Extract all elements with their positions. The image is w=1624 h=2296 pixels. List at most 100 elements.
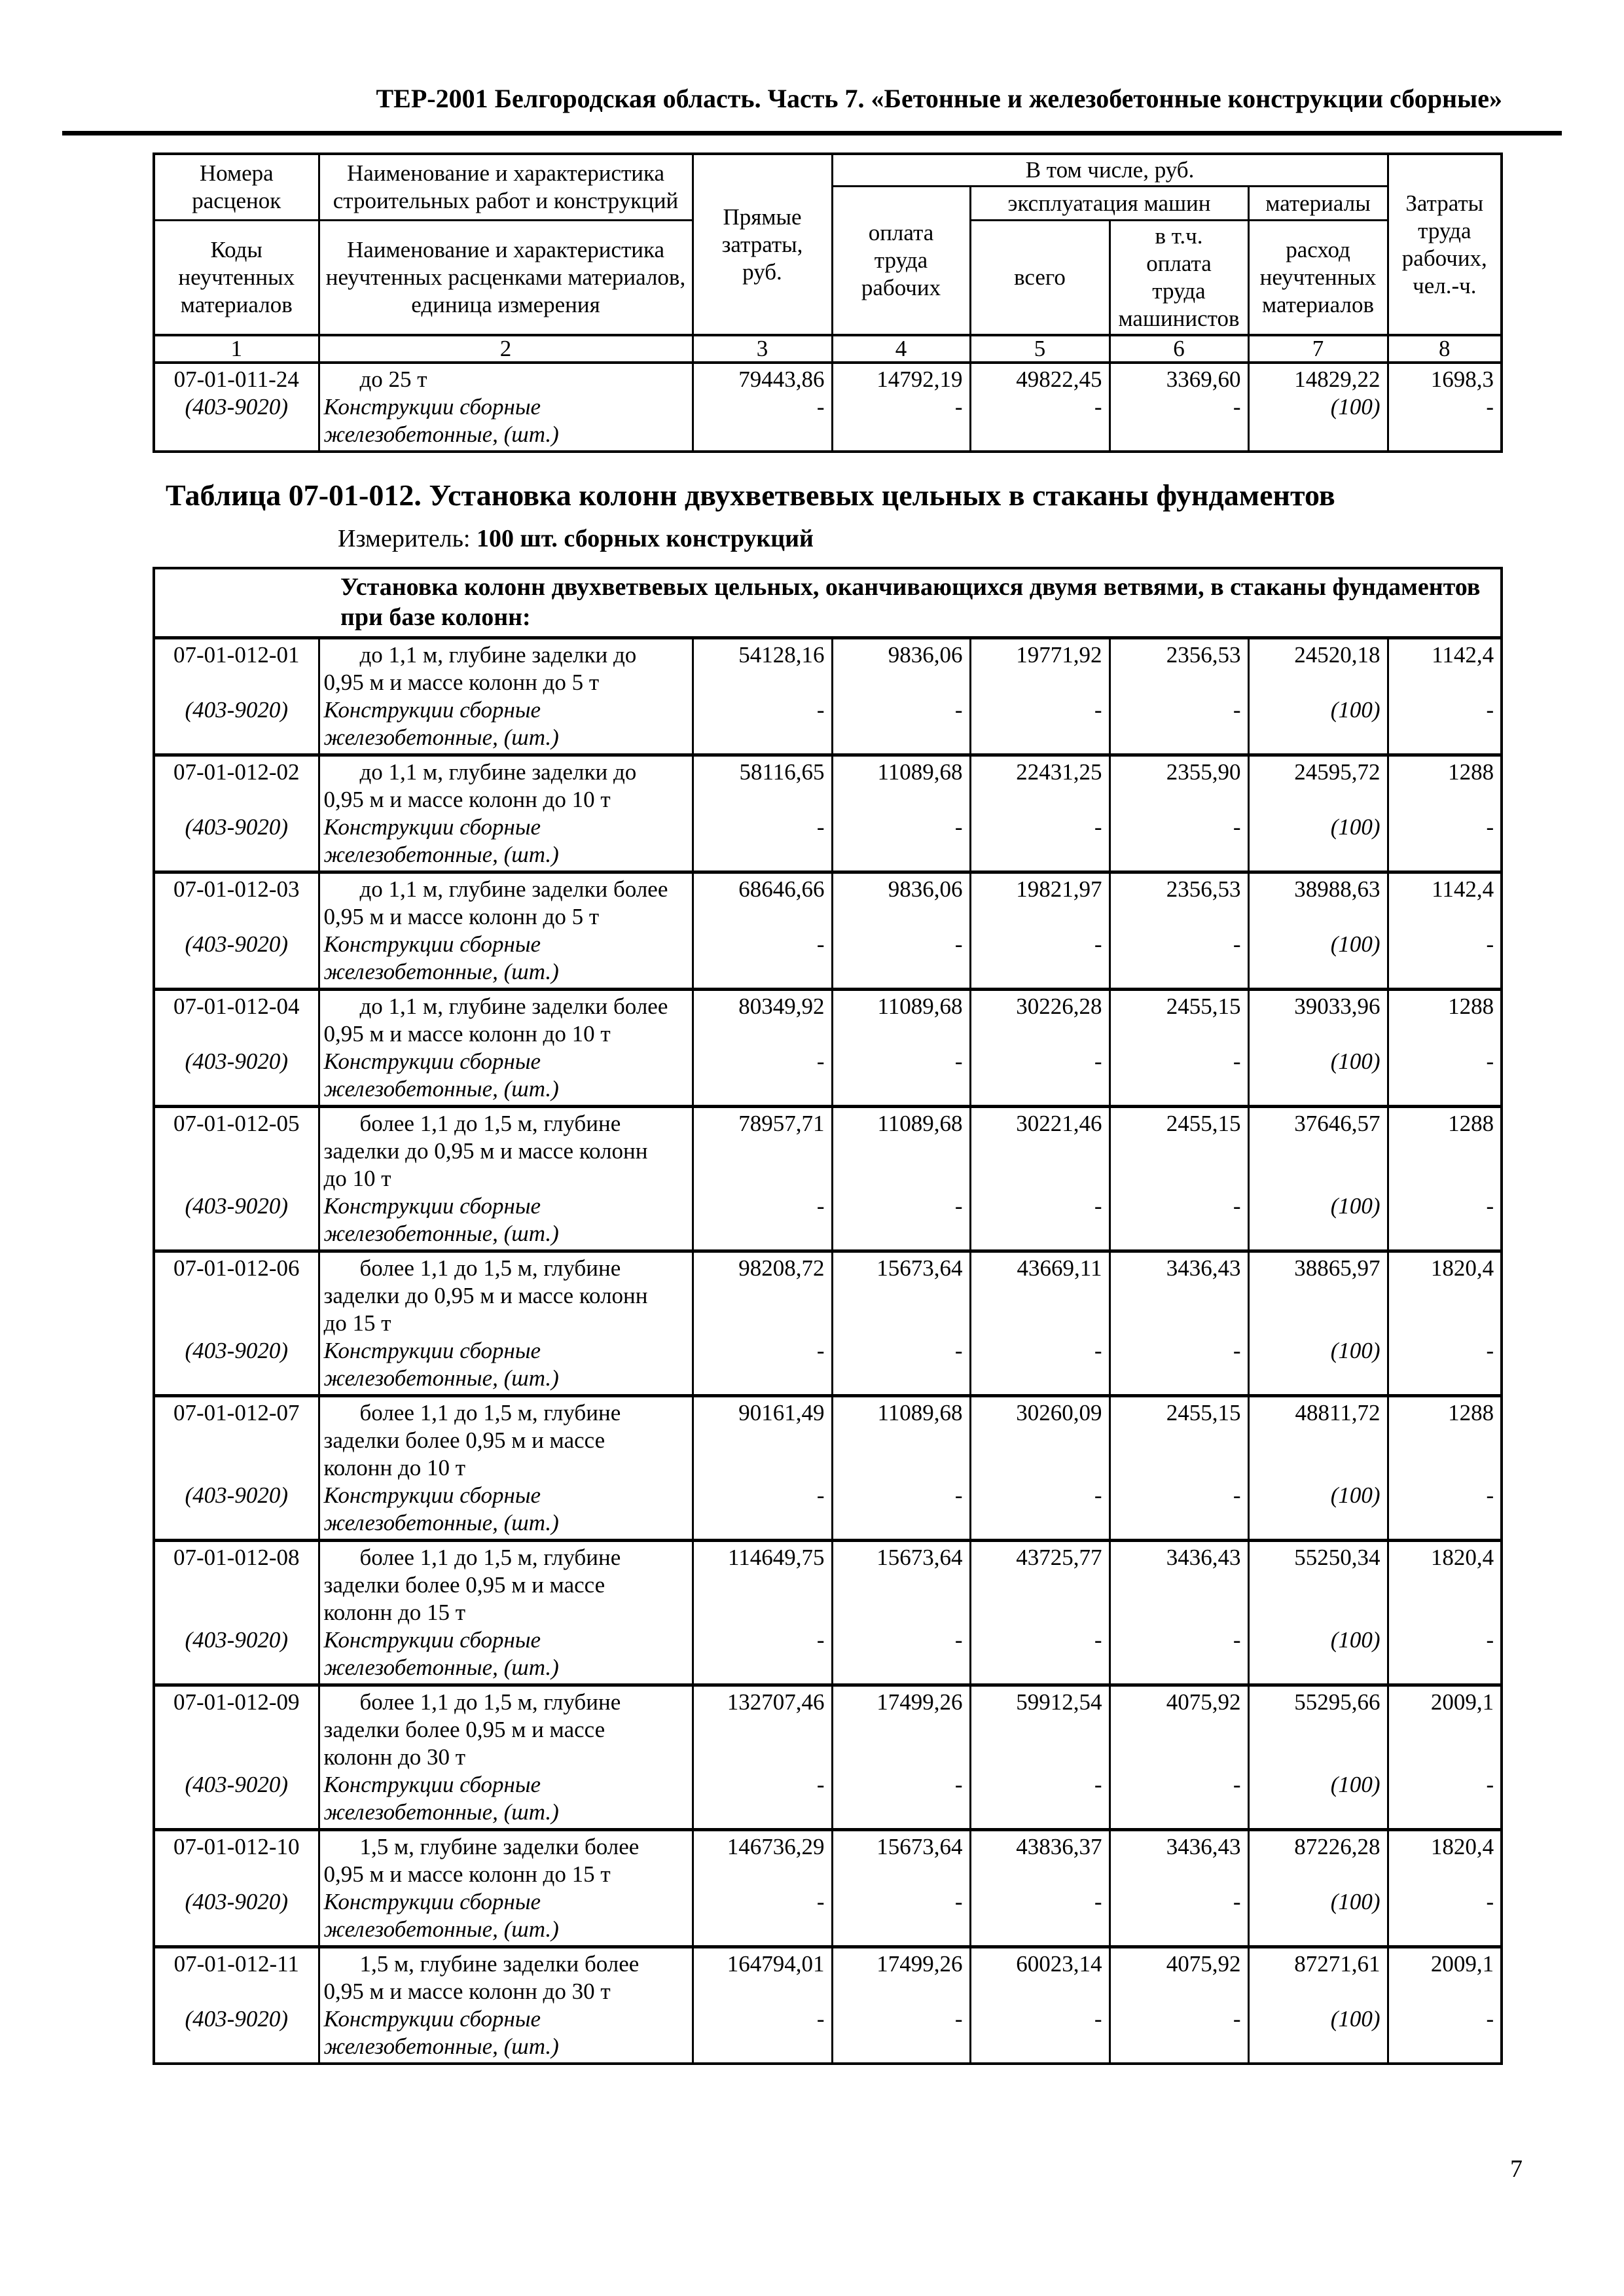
labor-costs-cell: 1820,4 -	[1386, 1828, 1503, 1948]
machines-total-cell: 43725,77 -	[969, 1539, 1111, 1686]
page-content: Номера расценок Наименование и характери…	[153, 152, 1504, 2065]
header-divider-rule	[62, 131, 1562, 135]
labor-costs-cell-material-value: -	[1486, 1338, 1494, 1363]
labor-costs-cell-value: 1288	[1448, 994, 1494, 1019]
description-cell-value: до 1,1 м, глубине заделки до 0,95 м и ма…	[323, 759, 637, 812]
rate-code-cell: 07-01-012-02 (403-9020)	[153, 753, 320, 873]
machines-total-cell: 19771,92 -	[969, 636, 1111, 756]
direct-costs-cell: 146736,29 -	[691, 1828, 833, 1948]
machinists-wage-cell-value: 2455,15	[1166, 1400, 1241, 1426]
page-number: 7	[1510, 2155, 1523, 2183]
labor-costs-cell: 1142,4 -	[1386, 870, 1503, 990]
machines-total-cell-material-value: -	[1094, 1772, 1102, 1797]
machinists-wage-cell-value: 3436,43	[1166, 1834, 1241, 1859]
description-cell: 1,5 м, глубине заделки более 0,95 м и ма…	[317, 1945, 694, 2065]
machinists-wage-cell-value: 2455,15	[1166, 1111, 1241, 1136]
workers-wage-cell: 17499,26 -	[831, 1683, 971, 1831]
rate-table-header: Номера расценок Наименование и характери…	[153, 152, 1503, 364]
description-cell-material-value: Конструкции сборные железобетонные, (шт.…	[323, 1193, 559, 1246]
machinists-wage-cell-material-value: -	[1233, 697, 1241, 723]
rate-code-cell-material-value: (403-9020)	[185, 814, 288, 840]
machinists-wage-cell-material-value: -	[1233, 2006, 1241, 2032]
rate-row: 07-01-012-11 (403-9020) 1,5 м, глубине зад…	[153, 1945, 1503, 2065]
machines-total-cell-value: 43836,37	[1016, 1834, 1102, 1859]
direct-costs-cell-material-value: -	[816, 814, 825, 840]
unaccounted-materials-cell-value: 38865,97	[1294, 1255, 1380, 1281]
direct-costs-cell: 132707,46 -	[691, 1683, 833, 1831]
header-direct-costs: Прямые затраты, руб.	[691, 152, 833, 336]
measure-label: Измеритель:	[338, 525, 471, 552]
rate-code-cell-value: 07-01-012-06	[173, 1255, 300, 1281]
machinists-wage-cell: 2356,53 -	[1108, 636, 1250, 756]
direct-costs-cell-material-value: -	[816, 394, 825, 420]
machinists-wage-cell-material-value: -	[1233, 1193, 1241, 1219]
unaccounted-materials-cell-value: 87271,61	[1294, 1951, 1380, 1977]
unaccounted-materials-cell-value: 55295,66	[1294, 1689, 1380, 1715]
header-machines-group: эксплуатация машин	[969, 185, 1250, 221]
unaccounted-materials-cell-value: 48811,72	[1295, 1400, 1380, 1426]
workers-wage-cell-value: 11089,68	[877, 1111, 963, 1136]
machinists-wage-cell-value: 3369,60	[1166, 367, 1241, 392]
machines-total-cell-material-value: -	[1094, 697, 1102, 723]
description-cell: более 1,1 до 1,5 м, глубине заделки боле…	[317, 1394, 694, 1541]
section-group-header: Установка колонн двухветвевых цельных, о…	[153, 567, 1503, 639]
description-cell-value: до 1,1 м, глубине заделки более 0,95 м и…	[323, 994, 668, 1047]
workers-wage-cell-value: 9836,06	[888, 876, 963, 902]
rate-row: 07-01-012-01 (403-9020) до 1,1 м, глубине …	[153, 636, 1503, 756]
unaccounted-materials-cell-material-value: (100)	[1330, 1338, 1380, 1363]
workers-wage-cell-material-value: -	[954, 1772, 963, 1797]
labor-costs-cell: 1288 -	[1386, 1105, 1503, 1252]
workers-wage-cell-value: 11089,68	[877, 1400, 963, 1426]
rate-code-cell-value: 07-01-012-04	[173, 994, 300, 1019]
machinists-wage-cell-value: 2455,15	[1166, 994, 1241, 1019]
labor-costs-cell-material-value: -	[1486, 697, 1494, 723]
labor-costs-cell-material-value: -	[1486, 1889, 1494, 1914]
rate-row: 07-01-012-03 (403-9020) до 1,1 м, глубине …	[153, 870, 1503, 990]
direct-costs-cell-value: 58116,65	[739, 759, 825, 785]
machines-total-cell: 22431,25 -	[969, 753, 1111, 873]
machines-total-cell-material-value: -	[1094, 2006, 1102, 2032]
rate-code-cell-value: 07-01-012-01	[173, 642, 300, 668]
machines-total-cell-value: 30226,28	[1016, 994, 1102, 1019]
machinists-wage-cell-material-value: -	[1233, 1889, 1241, 1914]
description-cell-material-value: Конструкции сборные железобетонные, (шт.…	[323, 394, 559, 447]
unaccounted-materials-cell-value: 55250,34	[1294, 1545, 1380, 1570]
direct-costs-cell-value: 79443,86	[738, 367, 825, 392]
machinists-wage-cell: 3436,43 -	[1108, 1539, 1250, 1686]
workers-wage-cell-material-value: -	[954, 1193, 963, 1219]
machines-total-cell-value: 30260,09	[1016, 1400, 1102, 1426]
rate-table-012: Установка колонн двухветвевых цельных, о…	[153, 567, 1504, 2065]
labor-costs-cell-value: 1698,3	[1430, 367, 1494, 392]
unaccounted-materials-cell-value: 24595,72	[1294, 759, 1380, 785]
rate-code-cell-material-value: (403-9020)	[185, 1482, 288, 1508]
description-cell-value: более 1,1 до 1,5 м, глубине заделки боле…	[323, 1400, 621, 1480]
header-machines-total: всего	[969, 219, 1111, 336]
machines-total-cell-material-value: -	[1094, 1482, 1102, 1508]
rate-row: 07-01-012-08 (403-9020) более 1,1 до 1,5 м…	[153, 1539, 1503, 1686]
machinists-wage-cell-value: 4075,92	[1166, 1951, 1241, 1977]
description-cell: до 1,1 м, глубине заделки более 0,95 м и…	[317, 988, 694, 1107]
direct-costs-cell: 164794,01 -	[691, 1945, 833, 2065]
direct-costs-cell-material-value: -	[816, 1482, 825, 1508]
direct-costs-cell: 90161,49 -	[691, 1394, 833, 1541]
machines-total-cell-material-value: -	[1094, 814, 1102, 840]
machines-total-cell: 59912,54 -	[969, 1683, 1111, 1831]
description-cell: до 1,1 м, глубине заделки до 0,95 м и ма…	[317, 753, 694, 873]
unaccounted-materials-cell-material-value: (100)	[1330, 394, 1380, 420]
workers-wage-cell-material-value: -	[954, 2006, 963, 2032]
description-cell-material-value: Конструкции сборные железобетонные, (шт.…	[323, 2006, 559, 2059]
direct-costs-cell-value: 80349,92	[738, 994, 825, 1019]
unaccounted-materials-cell: 55250,34 (100)	[1247, 1539, 1389, 1686]
direct-costs-cell-material-value: -	[816, 2006, 825, 2032]
machines-total-cell-value: 49822,45	[1016, 367, 1102, 392]
description-cell-material-value: Конструкции сборные железобетонные, (шт.…	[323, 1482, 559, 1535]
unaccounted-materials-cell: 38865,97 (100)	[1247, 1249, 1389, 1397]
labor-costs-cell-material-value: -	[1486, 1627, 1494, 1653]
machines-total-cell: 43669,11 -	[969, 1249, 1111, 1397]
workers-wage-cell-material-value: -	[954, 1482, 963, 1508]
workers-wage-cell-material-value: -	[954, 931, 963, 957]
description-cell-material-value: Конструкции сборные железобетонные, (шт.…	[323, 814, 559, 867]
unaccounted-materials-cell: 24595,72 (100)	[1247, 753, 1389, 873]
rate-row: 07-01-012-10 (403-9020) 1,5 м, глубине зад…	[153, 1828, 1503, 1948]
unaccounted-materials-cell-value: 14829,22	[1294, 367, 1380, 392]
